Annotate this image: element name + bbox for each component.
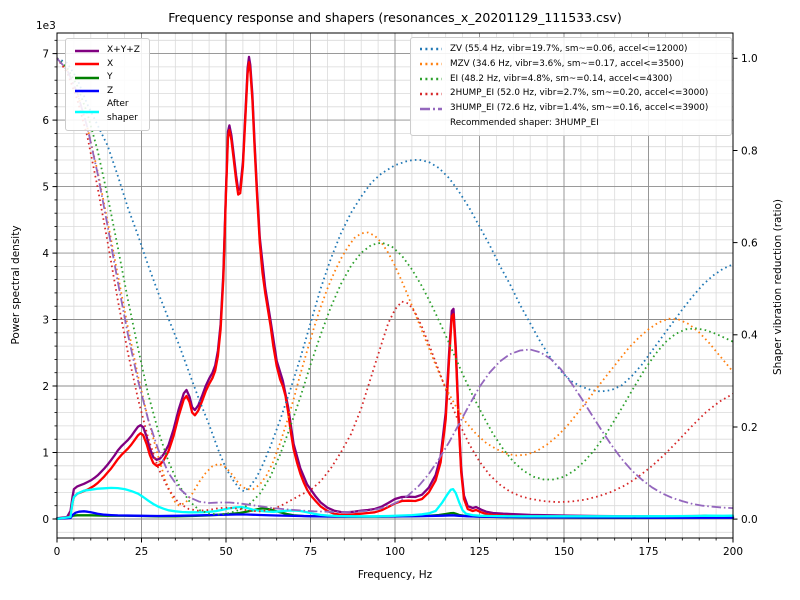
svg-text:100: 100 <box>385 546 405 558</box>
psd-curves <box>55 55 735 521</box>
legend-line-sample <box>75 90 99 93</box>
legend-entry-label: After shaper <box>107 99 138 123</box>
shaper-curve-2hump_ei <box>56 57 734 513</box>
y-axis-ticks-left: 0 1 2 3 4 5 6 7 <box>42 39 57 526</box>
legend-entry-z: Z <box>74 85 140 99</box>
chart-title: Frequency response and shapers (resonanc… <box>168 10 622 25</box>
svg-text:2: 2 <box>42 381 49 393</box>
legend-line-sample <box>420 77 442 81</box>
svg-text:25: 25 <box>135 546 148 558</box>
y-axis-label-left: Power spectral density <box>10 225 22 345</box>
legend-entry-3hump_ei: 3HUMP_EI (72.6 Hz, vibr=1.4%, sm~=0.16, … <box>419 101 723 116</box>
legend-entry-label: 2HUMP_EI (52.0 Hz, vibr=2.7%, sm~=0.20, … <box>450 88 709 99</box>
legend-entry-x: X <box>74 58 140 72</box>
legend-line-sample <box>75 63 99 66</box>
legend-line-sample <box>420 48 442 51</box>
legend-entry-mzv: MZV (34.6 Hz, vibr=3.6%, sm~=0.17, accel… <box>419 57 723 72</box>
legend-entry-label: EI (48.2 Hz, vibr=4.8%, sm~=0.14, accel<… <box>450 73 673 84</box>
svg-text:1.0: 1.0 <box>741 53 758 65</box>
legend-line-sample <box>420 62 442 66</box>
legend-entry-x-y-z: X+Y+Z <box>74 44 140 58</box>
svg-text:200: 200 <box>723 546 743 558</box>
legend-psd: X+Y+Z X Y Z After shaper <box>65 38 150 131</box>
svg-text:0: 0 <box>54 546 61 558</box>
shaper-curve-3hump_ei <box>56 57 734 514</box>
legend-entry-zv: ZV (55.4 Hz, vibr=19.7%, sm~=0.06, accel… <box>419 42 723 57</box>
legend-entry-after-shaper: After shaper <box>74 98 140 125</box>
legend-line-sample <box>420 107 442 110</box>
svg-text:175: 175 <box>638 546 658 558</box>
shaper-curves <box>56 57 734 516</box>
x-axis-label: Frequency, Hz <box>357 569 433 581</box>
svg-text:75: 75 <box>304 546 317 558</box>
svg-text:7: 7 <box>42 48 49 60</box>
shaper-curve-mzv <box>56 57 734 507</box>
svg-text:5: 5 <box>42 181 49 193</box>
recommended-shaper-note: Recommended shaper: 3HUMP_EI <box>419 116 723 131</box>
legend-entry-label: X+Y+Z <box>107 45 140 55</box>
svg-text:0.6: 0.6 <box>741 237 758 249</box>
legend-line-sample <box>75 110 99 113</box>
psd-curve-x <box>55 61 735 520</box>
legend-entry-label: MZV (34.6 Hz, vibr=3.6%, sm~=0.17, accel… <box>450 58 684 69</box>
legend-entry-label: 3HUMP_EI (72.6 Hz, vibr=1.4%, sm~=0.16, … <box>450 103 709 114</box>
recommended-shaper-text: Recommended shaper: 3HUMP_EI <box>450 117 599 128</box>
legend-entry-label: Y <box>107 72 113 82</box>
legend-entry-y: Y <box>74 71 140 85</box>
svg-text:125: 125 <box>469 546 489 558</box>
svg-text:4: 4 <box>42 248 49 260</box>
svg-text:6: 6 <box>42 115 49 127</box>
svg-text:150: 150 <box>554 546 574 558</box>
y-axis-ticks-right: 0.0 0.2 0.4 0.6 0.8 1.0 <box>733 53 758 526</box>
legend-entry-label: X <box>107 58 114 69</box>
svg-text:1: 1 <box>42 447 49 459</box>
svg-text:0.2: 0.2 <box>741 422 758 434</box>
svg-text:0: 0 <box>42 514 49 526</box>
y-axis-label-right: Shaper vibration reduction (ratio) <box>772 198 784 376</box>
y-axis-offset-text: 1e3 <box>36 20 56 32</box>
svg-text:0.8: 0.8 <box>741 145 758 157</box>
svg-text:3: 3 <box>42 314 49 326</box>
legend-entry-label: Z <box>107 85 114 96</box>
legend-line-sample <box>75 76 99 79</box>
legend-entry-label: ZV (55.4 Hz, vibr=19.7%, sm~=0.06, accel… <box>450 44 688 54</box>
svg-text:0.0: 0.0 <box>741 514 758 526</box>
legend-line-sample <box>75 49 99 52</box>
x-axis-ticks: 0 25 50 75 100 125 150 175 200 <box>54 538 743 558</box>
psd-curve-after-shaper <box>55 486 735 521</box>
legend-line-sample <box>420 92 442 95</box>
svg-text:50: 50 <box>219 546 232 558</box>
legend-entry-ei: EI (48.2 Hz, vibr=4.8%, sm~=0.14, accel<… <box>419 72 723 87</box>
legend-shapers: ZV (55.4 Hz, vibr=19.7%, sm~=0.06, accel… <box>410 37 732 136</box>
legend-entry-2hump_ei: 2HUMP_EI (52.0 Hz, vibr=2.7%, sm~=0.20, … <box>419 86 723 101</box>
svg-text:0.4: 0.4 <box>741 330 758 342</box>
